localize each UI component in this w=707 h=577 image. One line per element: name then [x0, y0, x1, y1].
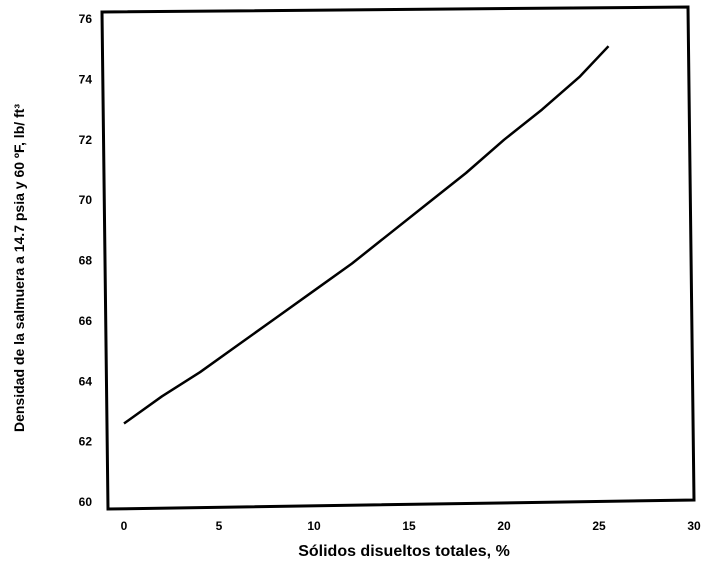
- y-tick-label: 72: [79, 133, 93, 147]
- x-tick-label: 15: [402, 519, 416, 533]
- y-axis-title: Densidad de la salmuera a 14.7 psia y 60…: [11, 104, 27, 432]
- x-tick-label: 20: [497, 519, 511, 533]
- y-tick-label: 74: [79, 72, 93, 86]
- y-tick-label: 68: [79, 254, 93, 268]
- y-tick-label: 70: [79, 193, 93, 207]
- x-axis-title: Sólidos disueltos totales, %: [298, 543, 510, 560]
- y-tick-label: 64: [79, 374, 93, 388]
- series-line: [123, 45, 610, 425]
- series-layer: [123, 45, 610, 425]
- plot-area-frame: [100, 5, 696, 511]
- y-tick-label: 62: [79, 435, 93, 449]
- y-tick-label: 76: [79, 12, 93, 26]
- x-tick-label: 5: [216, 519, 223, 533]
- x-tick-label: 25: [592, 519, 606, 533]
- x-tick-label: 30: [687, 519, 701, 533]
- y-axis-tick-labels: 60 62 64 66 68 70 72 74 76: [79, 12, 93, 509]
- y-tick-label: 66: [79, 314, 93, 328]
- x-axis-tick-labels: 0 5 10 15 20 25 30: [121, 519, 701, 533]
- x-tick-label: 0: [121, 519, 128, 533]
- y-tick-label: 60: [79, 495, 93, 509]
- plot-border: [100, 5, 696, 511]
- x-tick-label: 10: [307, 519, 321, 533]
